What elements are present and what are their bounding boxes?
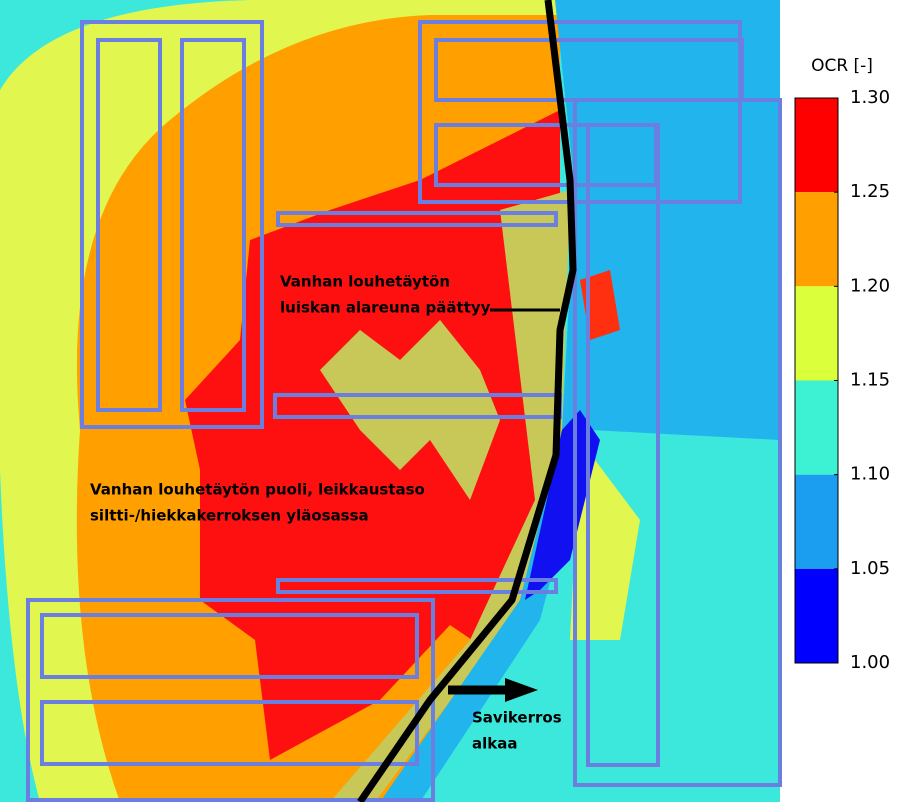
contour-region: [320, 320, 500, 500]
structure-outline: [276, 578, 558, 594]
colorbar-band: [795, 380, 838, 475]
colorbar-band: [795, 192, 838, 287]
colorbar-tick-label: 1.20: [850, 275, 890, 296]
annotation: siltti-/hiekkakerroksen yläosassa: [90, 507, 369, 525]
structure-outline: [276, 211, 558, 227]
colorbar-tick-label: 1.10: [850, 464, 890, 485]
colorbar-tick-label: 1.15: [850, 370, 890, 391]
annotation: Vanhan louhetäytön puoli, leikkaustaso: [90, 481, 425, 499]
annotation: Vanhan louhetäytön: [280, 273, 450, 291]
annotation: Savikerros: [472, 709, 562, 727]
colorbar-tick-label: 1.30: [850, 87, 890, 108]
structure-outline: [180, 38, 246, 412]
structure-outline: [586, 123, 660, 767]
boundary-line: [357, 0, 577, 802]
colorbar-band: [795, 474, 838, 569]
colorbar-tick-label: 1.25: [850, 181, 890, 202]
structure-outline: [96, 38, 162, 412]
structure-outline: [40, 700, 419, 766]
structure-outline: [40, 613, 419, 679]
annotation: alkaa: [472, 735, 517, 753]
colorbar-tick-label: 1.05: [850, 558, 890, 579]
colorbar-band: [795, 286, 838, 381]
colorbar: OCR [-] 1.30 1.25 1.20 1.15 1.10 1.05 1.00: [794, 56, 890, 673]
structure-outline: [573, 98, 782, 787]
colorbar-tick-label: 1.00: [850, 652, 890, 673]
annotation: luiskan alareuna päättyy: [280, 299, 491, 317]
contour-map: Vanhan louhetäytön luiskan alareuna päät…: [0, 0, 782, 802]
contour-region: [525, 410, 600, 600]
structure-outline: [80, 20, 264, 429]
structure-outline: [418, 20, 742, 204]
colorbar-band: [795, 98, 838, 193]
colorbar-band: [795, 568, 838, 663]
colorbar-title: OCR [-]: [811, 56, 873, 76]
arrow-head: [505, 678, 538, 702]
